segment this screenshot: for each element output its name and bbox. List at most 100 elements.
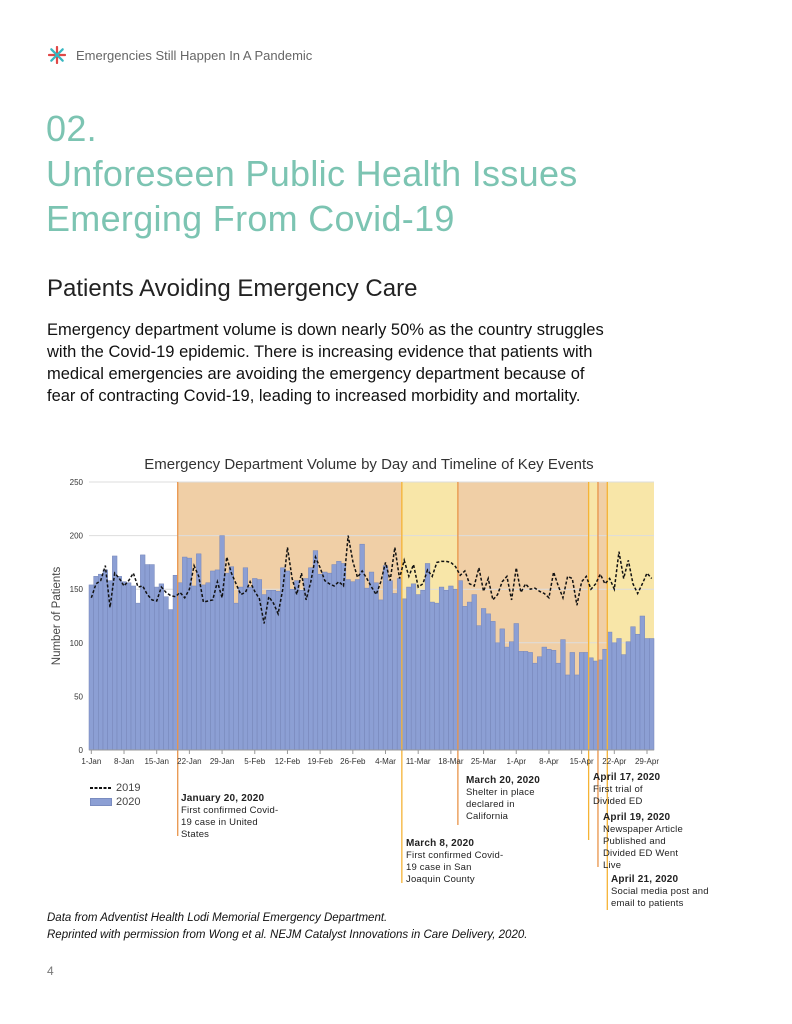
x-tick-label: 12-Feb [275, 757, 301, 766]
bar-2020 [649, 638, 655, 751]
bar-2020 [336, 561, 342, 751]
bar-2020 [494, 642, 501, 751]
bar-2020 [154, 586, 160, 751]
bar-2020 [191, 585, 197, 751]
bar-2020 [424, 563, 431, 751]
event-annotation: March 8, 2020 First confirmed Covid-19 ca… [406, 838, 506, 886]
asterisk-star-logo-icon [48, 46, 66, 64]
x-tick-label: 29-Apr [635, 757, 659, 766]
bar-2020 [639, 615, 645, 751]
x-tick-label: 1-Apr [506, 757, 526, 766]
bar-2020 [611, 642, 617, 751]
bar-2020 [210, 570, 216, 751]
bar-2020 [308, 567, 314, 751]
bar-2020 [350, 581, 356, 751]
event-text: Shelter in place declared in California [466, 787, 535, 822]
bar-2020 [163, 596, 169, 751]
y-tick-label: 50 [74, 692, 83, 701]
footnote-permission: Reprinted with permission from Wong et a… [47, 929, 528, 941]
bar-swatch [90, 798, 112, 806]
bar-2020 [200, 584, 206, 751]
bar-2020 [387, 580, 393, 751]
event-text: First confirmed Covid-19 case in San Joa… [406, 850, 504, 885]
bar-2020 [410, 583, 417, 751]
bar-2020 [102, 569, 108, 751]
bar-2020 [551, 650, 557, 751]
line-2019 [90, 535, 653, 624]
bar-2020 [247, 586, 253, 751]
x-tick-label: 25-Mar [471, 757, 497, 766]
x-tick-label: 8-Apr [539, 757, 559, 766]
bar-2020 [196, 553, 202, 751]
bar-2020 [485, 613, 491, 751]
event-text: First trial of Divided ED [593, 784, 643, 807]
bar-2020 [602, 648, 608, 751]
bar-2020 [452, 588, 459, 751]
bar-2020 [373, 582, 379, 751]
subheading: Patients Avoiding Emergency Care [47, 275, 418, 302]
dashed-line-swatch [90, 787, 112, 789]
bar-2020 [415, 594, 421, 751]
bar-2020 [252, 578, 258, 751]
bar-2020 [140, 554, 146, 751]
bar-2020 [359, 543, 365, 751]
bar-2020 [527, 652, 533, 751]
x-tick-label: 22-Jan [177, 757, 201, 766]
section-number: 02. [46, 108, 97, 149]
bar-2020 [149, 564, 155, 751]
bar-2020 [270, 590, 277, 751]
bar-2020 [607, 631, 613, 751]
bar-2020 [326, 572, 333, 751]
event-date: April 21, 2020 [611, 874, 679, 885]
bar-2020 [462, 606, 468, 751]
bar-2020 [121, 581, 127, 751]
bar-2020 [182, 556, 188, 751]
shaded-period [597, 482, 608, 750]
bar-2020 [574, 674, 580, 751]
legend-label: 2020 [116, 796, 141, 808]
section-title-line-2: Emerging From Covid-19 [46, 198, 455, 239]
header-title: Emergencies Still Happen In A Pandemic [76, 47, 313, 63]
event-annotation: April 17, 2020 First trial of Divided ED [593, 772, 663, 808]
x-tick-label: 26-Feb [340, 757, 366, 766]
x-tick-label: 19-Feb [307, 757, 333, 766]
x-tick-label: 8-Jan [114, 757, 134, 766]
chart-title: Emergency Department Volume by Day and T… [144, 456, 594, 473]
bar-2020 [621, 654, 627, 751]
bar-2020 [499, 628, 505, 751]
legend-item-2020: 2020 [90, 796, 140, 808]
bar-2020 [158, 583, 164, 751]
x-tick-label: 11-Mar [406, 757, 431, 766]
y-tick-label: 200 [70, 532, 84, 541]
bar-2020 [126, 582, 132, 751]
bar-2020 [555, 662, 561, 751]
bar-2020 [644, 638, 650, 751]
bar-2020 [434, 602, 440, 751]
bar-2020 [228, 566, 235, 751]
x-tick-label: 18-Mar [438, 757, 464, 766]
bar-2020 [116, 576, 122, 751]
page-number: 4 [47, 964, 54, 978]
bar-2020 [224, 572, 230, 751]
event-annotation: January 20, 2020 First confirmed Covid-19… [181, 793, 281, 841]
bar-2020 [588, 657, 594, 751]
event-date: March 8, 2020 [406, 838, 475, 849]
bar-2020 [168, 609, 174, 751]
x-tick-label: 22-Apr [602, 757, 626, 766]
event-annotation: March 20, 2020 Shelter in place declared … [466, 775, 546, 823]
bar-2020 [98, 573, 104, 751]
bar-2020 [238, 586, 244, 751]
bar-2020 [565, 674, 571, 751]
bar-2020 [205, 582, 211, 751]
bar-2020 [508, 641, 515, 751]
event-annotation: April 19, 2020 Newspaper Article Publishe… [603, 812, 688, 872]
bar-2020 [172, 575, 178, 751]
bar-2020 [406, 586, 412, 751]
bar-2020 [214, 569, 220, 751]
bar-2020 [266, 590, 272, 751]
bar-2020 [593, 660, 599, 751]
bar-2020 [466, 601, 473, 751]
bar-2020 [93, 576, 99, 751]
bar-2020 [340, 563, 347, 751]
